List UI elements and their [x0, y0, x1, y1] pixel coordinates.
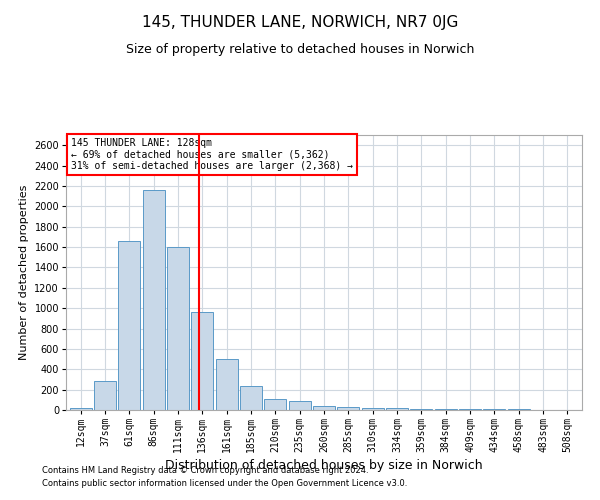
Bar	[240, 386, 262, 410]
Text: Contains public sector information licensed under the Open Government Licence v3: Contains public sector information licen…	[42, 478, 407, 488]
Bar	[435, 409, 457, 410]
Bar	[70, 408, 92, 410]
Bar	[191, 312, 213, 410]
Text: Contains HM Land Registry data © Crown copyright and database right 2024.: Contains HM Land Registry data © Crown c…	[42, 466, 368, 475]
Bar	[215, 359, 238, 410]
Text: 145 THUNDER LANE: 128sqm
← 69% of detached houses are smaller (5,362)
31% of sem: 145 THUNDER LANE: 128sqm ← 69% of detach…	[71, 138, 353, 171]
X-axis label: Distribution of detached houses by size in Norwich: Distribution of detached houses by size …	[165, 459, 483, 472]
Bar	[362, 408, 383, 410]
Bar	[118, 241, 140, 410]
Bar	[143, 190, 164, 410]
Text: 145, THUNDER LANE, NORWICH, NR7 0JG: 145, THUNDER LANE, NORWICH, NR7 0JG	[142, 15, 458, 30]
Bar	[337, 407, 359, 410]
Bar	[459, 409, 481, 410]
Y-axis label: Number of detached properties: Number of detached properties	[19, 185, 29, 360]
Bar	[410, 409, 433, 410]
Bar	[289, 401, 311, 410]
Bar	[386, 408, 408, 410]
Bar	[265, 399, 286, 410]
Bar	[94, 382, 116, 410]
Text: Size of property relative to detached houses in Norwich: Size of property relative to detached ho…	[126, 42, 474, 56]
Bar	[167, 247, 189, 410]
Bar	[313, 406, 335, 410]
